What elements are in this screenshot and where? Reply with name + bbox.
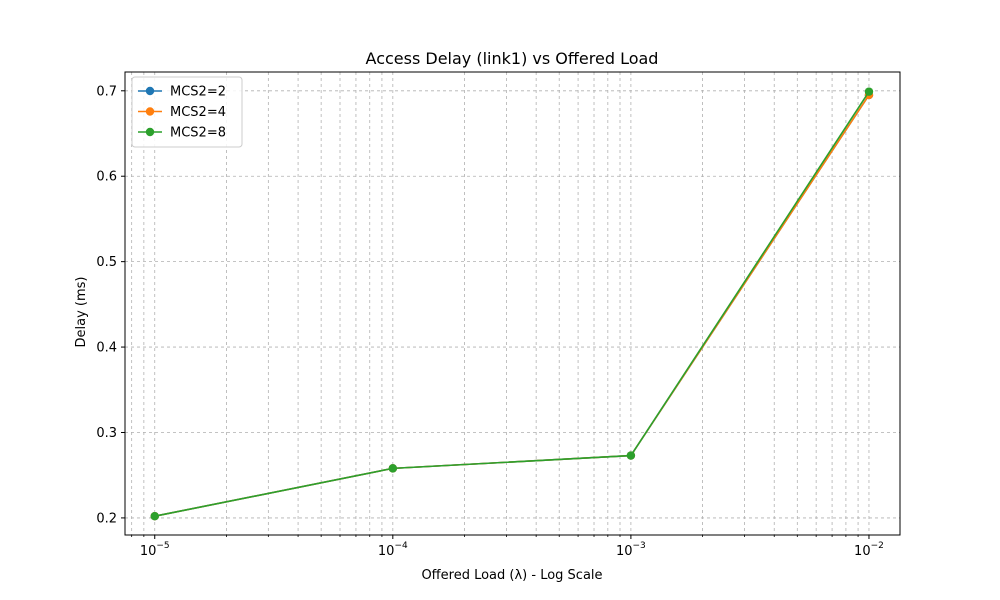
x-tick-label: 10−2 — [854, 541, 884, 559]
series-line — [154, 91, 870, 517]
legend-box — [131, 76, 243, 148]
legend-marker — [145, 86, 155, 96]
y-tick-label: 0.4 — [96, 341, 117, 356]
legend-label: MCS2=8 — [170, 126, 226, 141]
grid-layer — [125, 72, 900, 535]
y-tick-label: 0.6 — [96, 170, 117, 185]
y-tick-label: 0.7 — [96, 84, 117, 99]
x-tick-label: 10−3 — [616, 541, 646, 559]
series-layer — [150, 87, 874, 521]
plot-frame — [124, 71, 901, 536]
tick-layer: 10−5 10−4 10−3 10−2 0.2 0.3 0.4 0.5 0.6 0.7 — [96, 84, 884, 559]
chart-title: Access Delay (link1) vs Offered Load — [366, 49, 659, 68]
legend-label: MCS2=4 — [170, 105, 226, 120]
y-tick-label: 0.2 — [96, 511, 117, 526]
legend-label: MCS2=2 — [170, 85, 226, 100]
x-axis-label: Offered Load (λ) - Log Scale — [421, 568, 602, 583]
legend-marker — [145, 127, 155, 137]
data-point — [150, 512, 159, 521]
y-tick-label: 0.3 — [96, 426, 117, 441]
x-tick-label: 10−5 — [140, 541, 170, 559]
data-point — [864, 87, 874, 96]
y-tick-label: 0.5 — [96, 255, 117, 270]
y-axis-label: Delay (ms) — [74, 277, 89, 348]
data-point — [388, 464, 398, 473]
data-point — [626, 451, 636, 460]
series-3 — [150, 87, 874, 521]
legend-marker — [145, 107, 155, 116]
x-tick-label: 10−4 — [378, 541, 408, 559]
legend: MCS2=2 MCS2=4 MCS2=8 — [131, 76, 243, 148]
